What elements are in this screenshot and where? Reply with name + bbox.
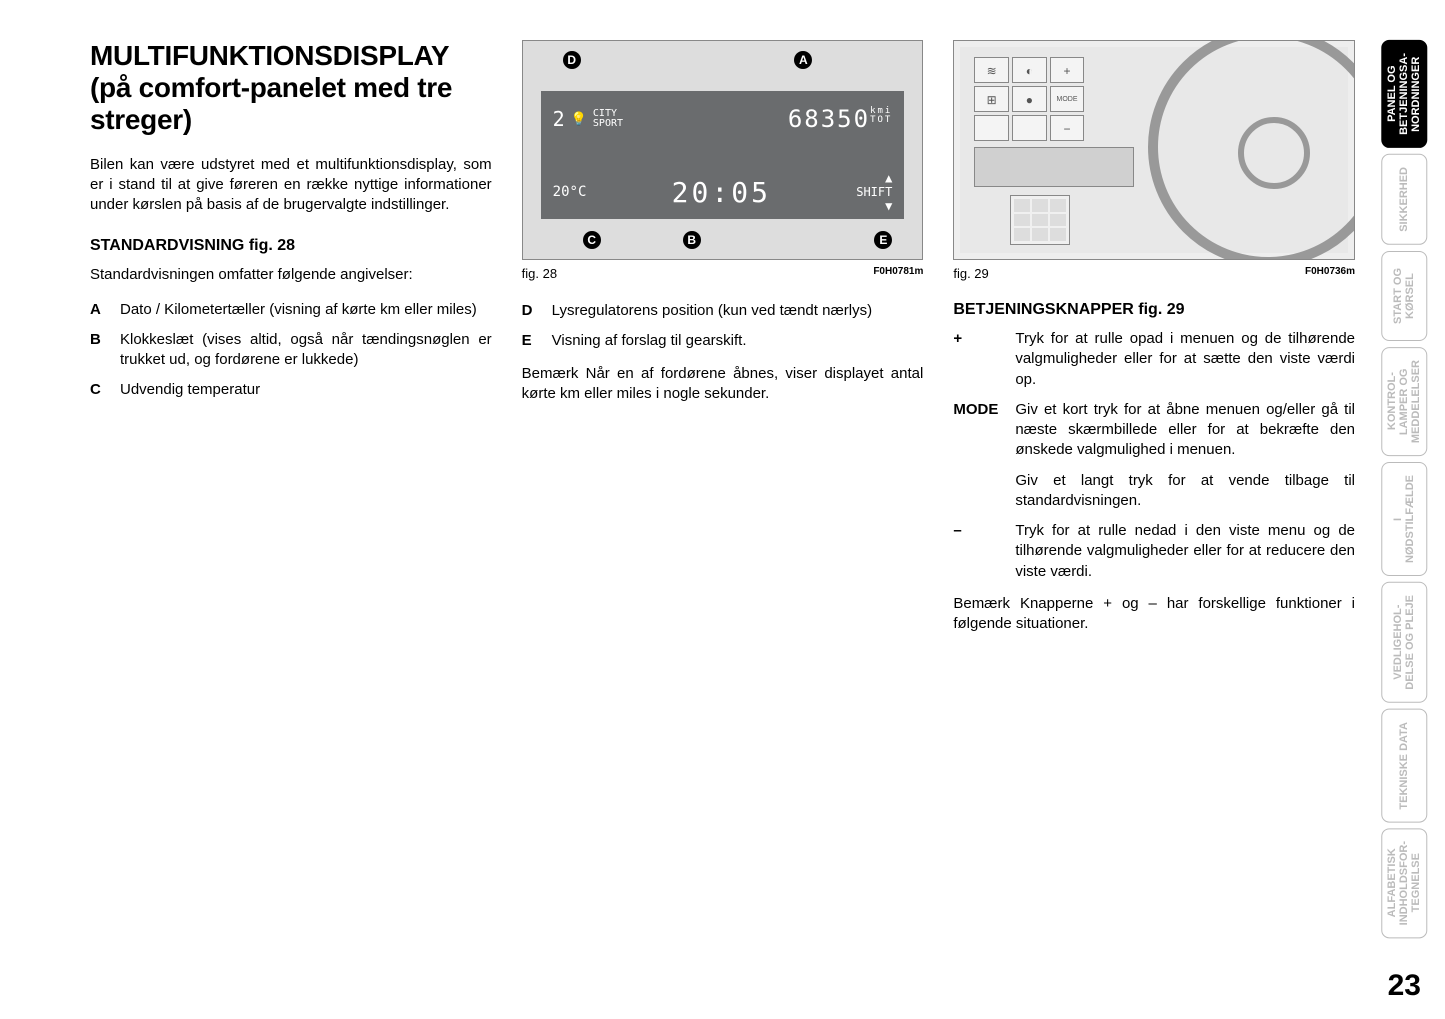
control-label: –	[953, 521, 1003, 582]
figure-29: ≋ ◐ + ⊞ ● MODE −	[953, 40, 1355, 260]
keypad	[1010, 195, 1070, 245]
def-item-e: E Visning af forslag til gearskift.	[522, 331, 924, 351]
control-plus: + Tryk for at rulle opad i menuen og de …	[953, 329, 1355, 390]
light-icon: ●	[1012, 86, 1047, 112]
fig-ref: F0H0736m	[1305, 266, 1355, 281]
callout-b: B	[683, 231, 701, 249]
temperature: 20°C	[553, 184, 587, 200]
column-3: ≋ ◐ + ⊞ ● MODE − fig. 29 F0H0736m BETJEN…	[953, 40, 1355, 648]
display-mock: 2 💡 CITY SPORT 68350kmi TOT 20°C 20:05 ▲…	[541, 91, 905, 219]
control-text: Giv et langt tryk for at vende tilbage t…	[1015, 471, 1355, 512]
callout-c: C	[583, 231, 601, 249]
note-text: Bemærk Når en af fordørene åbnes, viser …	[522, 364, 924, 405]
section-lead: Standardvisningen omfatter følgende angi…	[90, 265, 492, 285]
def-item-b: B Klokkeslæt (vises altid, også når tænd…	[90, 330, 492, 371]
def-item-a: A Dato / Kilometertæller (visning af kør…	[90, 300, 492, 320]
fig-label: fig. 28	[522, 266, 557, 281]
page-number: 23	[1388, 969, 1421, 1003]
control-mode: MODE Giv et kort tryk for at åbne menuen…	[953, 400, 1355, 461]
def-label: C	[90, 380, 108, 400]
odometer: 68350	[788, 105, 870, 133]
control-label: MODE	[953, 400, 1003, 461]
control-text: Tryk for at rulle opad i menuen og de ti…	[1015, 329, 1355, 390]
fog-light-icon: ≋	[974, 57, 1009, 83]
steering-wheel-icon	[1148, 40, 1355, 260]
callout-a: A	[794, 51, 812, 69]
column-1: MULTIFUNKTIONSDISPLAY (på comfort-panele…	[90, 40, 492, 648]
fig-label: fig. 29	[953, 266, 988, 281]
control-mode-long: Giv et langt tryk for at vende tilbage t…	[953, 471, 1355, 512]
def-label: B	[90, 330, 108, 371]
defrost-icon: ⊞	[974, 86, 1009, 112]
def-label: A	[90, 300, 108, 320]
gear-indicator: 2	[553, 107, 565, 131]
section-heading: STANDARDVISNING fig. 28	[90, 237, 492, 255]
tab-panel-og-betjening[interactable]: PANEL OG BETJENINGSA- NORDNINGER	[1381, 40, 1427, 148]
control-text: Tryk for at rulle nedad i den viste menu…	[1015, 521, 1355, 582]
tab-tekniske-data[interactable]: TEKNISKE DATA	[1381, 709, 1427, 823]
radio-unit	[974, 147, 1134, 187]
mode-sport: SPORT	[593, 118, 623, 129]
definition-list-2: D Lysregulatorens position (kun ved tænd…	[522, 301, 924, 352]
control-list: + Tryk for at rulle opad i menuen og de …	[953, 329, 1355, 582]
tab-kontrollamper[interactable]: KONTROL- LAMPER OG MEDDELELSER	[1381, 347, 1427, 456]
def-item-c: C Udvendig temperatur	[90, 380, 492, 400]
fig-ref: F0H0781m	[873, 266, 923, 281]
def-text: Udvendig temperatur	[120, 380, 492, 400]
figure-28-caption: fig. 28 F0H0781m	[522, 266, 924, 281]
tab-vedligeholdelse[interactable]: VEDLIGEHOL- DELSE OG PLEJE	[1381, 582, 1427, 703]
def-text: Klokkeslæt (vises altid, også når tændin…	[120, 330, 492, 371]
headlight-icon: ◐	[1012, 57, 1047, 83]
bulb-icon: 💡	[571, 112, 587, 127]
clock: 20:05	[672, 176, 771, 209]
note-text: Bemærk Knapperne + og – har forskellige …	[953, 594, 1355, 635]
button-panel: ≋ ◐ + ⊞ ● MODE −	[974, 57, 1084, 141]
def-item-d: D Lysregulatorens position (kun ved tænd…	[522, 301, 924, 321]
def-text: Dato / Kilometertæller (visning af kørte…	[120, 300, 492, 320]
figure-29-caption: fig. 29 F0H0736m	[953, 266, 1355, 281]
shift-label: SHIFT	[856, 185, 892, 199]
figure-28: D A C B E 2 💡 CITY SPORT 68350kmi TOT	[522, 40, 924, 260]
callout-e: E	[874, 231, 892, 249]
callout-d: D	[563, 51, 581, 69]
odo-unit: kmi TOT	[870, 107, 892, 125]
tab-start-og-korsel[interactable]: START OG KØRSEL	[1381, 251, 1427, 341]
section-heading: BETJENINGSKNAPPER fig. 29	[953, 301, 1355, 319]
control-label	[953, 471, 1003, 512]
control-label: +	[953, 329, 1003, 390]
definition-list-1: A Dato / Kilometertæller (visning af kør…	[90, 300, 492, 401]
tab-alfabetisk[interactable]: ALFABETISK INDHOLDSFOR- TEGNELSE	[1381, 828, 1427, 938]
def-text: Lysregulatorens position (kun ved tændt …	[552, 301, 924, 321]
plus-button: +	[1050, 57, 1085, 83]
def-text: Visning af forslag til gearskift.	[552, 331, 924, 351]
column-2: D A C B E 2 💡 CITY SPORT 68350kmi TOT	[522, 40, 924, 648]
side-tabs: PANEL OG BETJENINGSA- NORDNINGER SIKKERH…	[1381, 40, 1427, 939]
def-label: E	[522, 331, 540, 351]
main-title: MULTIFUNKTIONSDISPLAY (på comfort-panele…	[90, 40, 492, 137]
tab-sikkerhed[interactable]: SIKKERHED	[1381, 154, 1427, 245]
minus-button: −	[1050, 115, 1085, 141]
control-minus: – Tryk for at rulle nedad i den viste me…	[953, 521, 1355, 582]
control-text: Giv et kort tryk for at åbne menuen og/e…	[1015, 400, 1355, 461]
def-label: D	[522, 301, 540, 321]
tab-nodstilfaelde[interactable]: I NØDSTILFÆLDE	[1381, 462, 1427, 576]
intro-text: Bilen kan være udstyret med et multifunk…	[90, 155, 492, 216]
mode-button: MODE	[1050, 86, 1085, 112]
